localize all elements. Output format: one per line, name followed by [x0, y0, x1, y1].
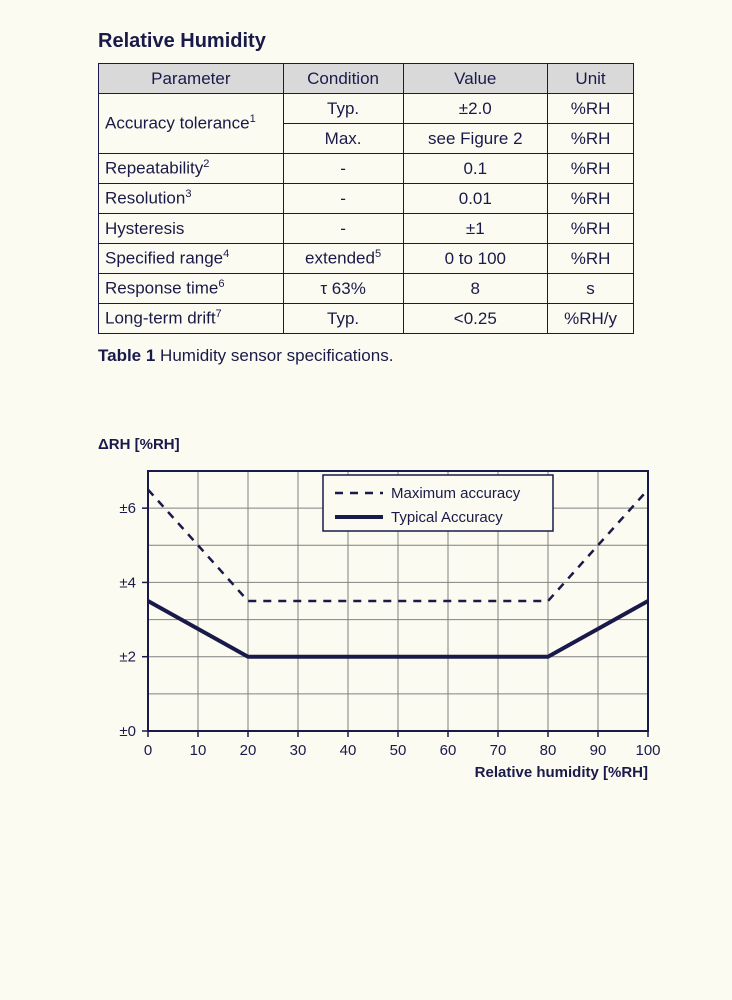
unit-cell: %RH/y: [548, 304, 634, 334]
spec-table: ParameterConditionValueUnit Accuracy tol…: [98, 63, 634, 334]
condition-cell: -: [283, 184, 403, 214]
chart-y-title: ΔRH [%RH]: [98, 436, 684, 453]
unit-cell: %RH: [548, 184, 634, 214]
svg-text:80: 80: [540, 742, 557, 759]
svg-text:Typical Accuracy: Typical Accuracy: [391, 509, 503, 526]
table-row: Specified range4extended50 to 100%RH: [99, 244, 634, 274]
unit-cell: %RH: [548, 244, 634, 274]
unit-cell: s: [548, 274, 634, 304]
value-cell: 8: [403, 274, 548, 304]
value-cell: ±2.0: [403, 94, 548, 124]
param-cell: Long-term drift7: [99, 304, 284, 334]
value-cell: 0 to 100: [403, 244, 548, 274]
svg-text:10: 10: [190, 742, 207, 759]
svg-text:Relative humidity [%RH]: Relative humidity [%RH]: [475, 764, 648, 781]
table-row: Repeatability2-0.1%RH: [99, 154, 634, 184]
svg-text:70: 70: [490, 742, 507, 759]
caption-rest: Humidity sensor specifications.: [155, 346, 393, 365]
svg-text:Maximum accuracy: Maximum accuracy: [391, 485, 521, 502]
section-title: Relative Humidity: [98, 30, 684, 53]
table-caption: Table 1 Humidity sensor specifications.: [98, 346, 684, 366]
condition-cell: τ 63%: [283, 274, 403, 304]
svg-text:20: 20: [240, 742, 257, 759]
svg-text:30: 30: [290, 742, 307, 759]
table-row: Resolution3-0.01%RH: [99, 184, 634, 214]
accuracy-chart: ±0 ±2 ±4 ±6 0 10 20 30 40 50 60 70 80 90 100 Relative h…: [98, 461, 668, 781]
value-cell: 0.01: [403, 184, 548, 214]
svg-text:0: 0: [144, 742, 152, 759]
unit-cell: %RH: [548, 94, 634, 124]
unit-cell: %RH: [548, 124, 634, 154]
table-header: Condition: [283, 64, 403, 94]
unit-cell: %RH: [548, 214, 634, 244]
unit-cell: %RH: [548, 154, 634, 184]
condition-cell: Max.: [283, 124, 403, 154]
condition-cell: Typ.: [283, 304, 403, 334]
svg-text:±0: ±0: [119, 723, 136, 740]
value-cell: see Figure 2: [403, 124, 548, 154]
svg-text:100: 100: [635, 742, 660, 759]
value-cell: 0.1: [403, 154, 548, 184]
table-row: Long-term drift7Typ.<0.25%RH/y: [99, 304, 634, 334]
table-row: Response time6τ 63%8s: [99, 274, 634, 304]
condition-cell: extended5: [283, 244, 403, 274]
svg-text:60: 60: [440, 742, 457, 759]
param-cell: Repeatability2: [99, 154, 284, 184]
param-cell: Hysteresis: [99, 214, 284, 244]
svg-text:50: 50: [390, 742, 407, 759]
table-row: Accuracy tolerance1Typ.±2.0%RH: [99, 94, 634, 124]
param-cell: Response time6: [99, 274, 284, 304]
param-cell: Specified range4: [99, 244, 284, 274]
table-header: Value: [403, 64, 548, 94]
svg-text:90: 90: [590, 742, 607, 759]
param-cell: Accuracy tolerance1: [99, 94, 284, 154]
svg-text:±2: ±2: [119, 649, 136, 666]
condition-cell: -: [283, 154, 403, 184]
table-header: Parameter: [99, 64, 284, 94]
value-cell: ±1: [403, 214, 548, 244]
param-cell: Resolution3: [99, 184, 284, 214]
caption-bold: Table 1: [98, 346, 155, 365]
chart-container: ΔRH [%RH] ±0 ±2 ±4 ±6 0 10 20 30 40 50 60 70 80 90 100…: [98, 436, 684, 786]
value-cell: <0.25: [403, 304, 548, 334]
svg-text:40: 40: [340, 742, 357, 759]
condition-cell: -: [283, 214, 403, 244]
table-row: Hysteresis-±1%RH: [99, 214, 634, 244]
svg-text:±6: ±6: [119, 500, 136, 517]
table-header: Unit: [548, 64, 634, 94]
condition-cell: Typ.: [283, 94, 403, 124]
svg-text:±4: ±4: [119, 574, 136, 591]
